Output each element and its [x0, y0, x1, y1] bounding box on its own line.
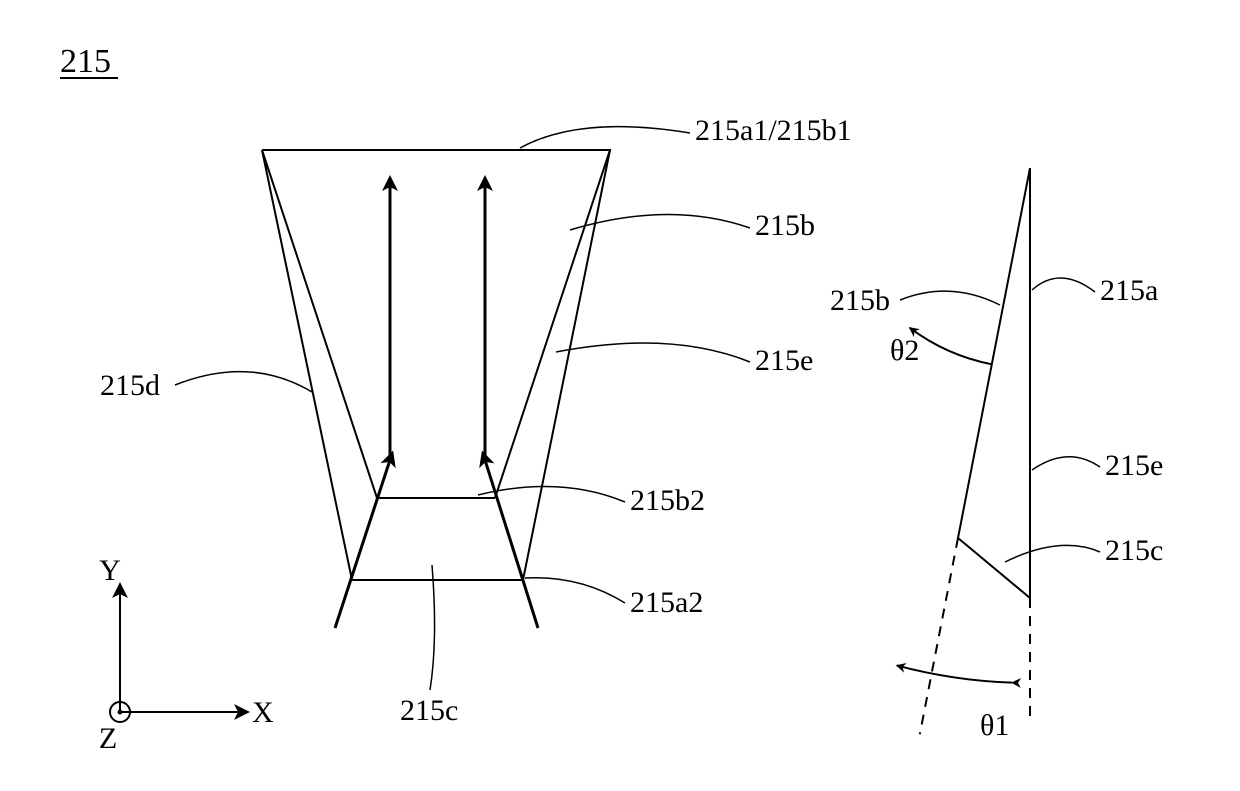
leader-3 — [175, 372, 312, 392]
axis-z-label: Z — [99, 722, 117, 755]
callout-label-12: θ1 — [980, 709, 1009, 742]
theta2-arc — [910, 328, 992, 365]
callout-label-11: θ2 — [890, 334, 919, 367]
callout-label-4: 215b2 — [630, 484, 705, 517]
axis-z-dot — [118, 710, 123, 715]
leader-6 — [430, 565, 435, 690]
callout-label-1: 215b — [755, 209, 815, 242]
leader-8 — [1032, 278, 1095, 292]
callout-label-7: 215b — [830, 284, 890, 317]
callout-label-9: 215e — [1105, 449, 1163, 482]
side-base-215c — [958, 538, 1030, 598]
leader-5 — [525, 578, 625, 603]
callout-label-8: 215a — [1100, 274, 1158, 307]
inner-left-edge — [262, 150, 377, 498]
leader-9 — [1032, 457, 1100, 470]
callout-label-2: 215e — [755, 344, 813, 377]
figure-canvas: X Y Z 215a1/215b1 215b 215e 215d 215b2 215a2 215c… — [0, 0, 1240, 791]
side-slant-215b — [958, 168, 1030, 538]
axis-y-label: Y — [99, 554, 121, 587]
callout-label-10: 215c — [1105, 534, 1163, 567]
inner-right-edge — [495, 150, 610, 498]
leader-4 — [478, 486, 625, 502]
theta1-arc — [897, 665, 1012, 682]
axis-x-label: X — [252, 696, 274, 729]
callout-label-0: 215a1/215b1 — [695, 114, 852, 147]
callout-label-5: 215a2 — [630, 586, 703, 619]
leader-2 — [556, 343, 750, 362]
leader-10 — [1005, 545, 1100, 562]
ray-lower-0 — [335, 460, 390, 628]
callout-label-6: 215c — [400, 694, 458, 727]
side-dash-slant — [920, 538, 958, 734]
callout-label-3: 215d — [100, 369, 160, 402]
outer-trapezoid — [262, 150, 610, 580]
leader-0 — [520, 127, 690, 148]
leader-7 — [900, 291, 1000, 305]
